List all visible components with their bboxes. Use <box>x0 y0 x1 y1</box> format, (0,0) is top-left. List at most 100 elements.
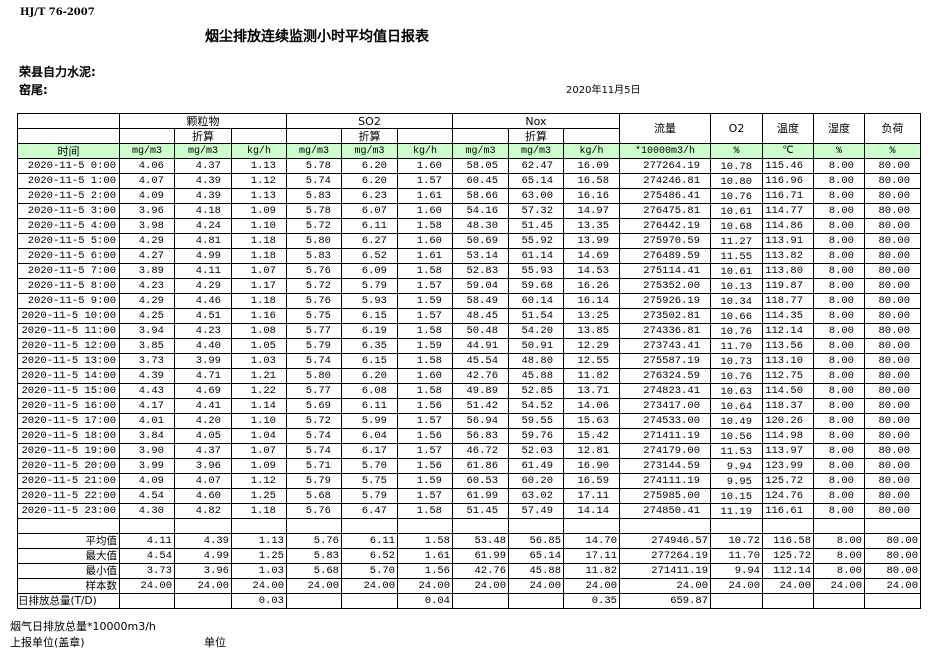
value-cell: 80.00 <box>864 293 921 309</box>
value-cell: 276442.19 <box>619 218 711 234</box>
value-cell: 276324.59 <box>619 368 711 384</box>
value-cell: 6.17 <box>341 443 398 459</box>
summary-value: 5.83 <box>286 548 342 564</box>
value-cell: 1.04 <box>231 428 287 444</box>
value-cell: 80.00 <box>864 398 921 414</box>
summary-value: 42.76 <box>452 563 509 579</box>
summary-value <box>174 593 232 609</box>
value-cell: 11.55 <box>710 248 763 264</box>
summary-row: 最大值 4.54 4.99 1.25 5.83 6.52 1.61 61.99 65.14 17.… <box>17 548 921 564</box>
value-cell: 6.11 <box>341 218 398 234</box>
table-row: 2020-11-5 12:00 3.85 4.40 1.05 5.79 6.35 1.59 4… <box>17 338 921 354</box>
value-cell: 1.16 <box>231 308 287 324</box>
value-cell: 60.20 <box>508 473 564 489</box>
value-cell: 4.06 <box>119 158 175 174</box>
value-cell: 1.18 <box>231 248 287 264</box>
time-cell: 2020-11-5 9:00 <box>17 293 120 309</box>
value-cell: 52.03 <box>508 443 564 459</box>
summary-value: 24.00 <box>619 578 711 594</box>
value-cell: 80.00 <box>864 413 921 429</box>
kiln-label: 窑尾: <box>19 83 48 97</box>
summary-label: 最小值 <box>17 563 120 579</box>
value-cell: 8.00 <box>813 173 865 189</box>
empty-cell <box>813 518 865 534</box>
value-cell: 123.99 <box>762 458 814 474</box>
value-cell: 11.53 <box>710 443 763 459</box>
value-cell: 80.00 <box>864 323 921 339</box>
value-cell: 11.27 <box>710 233 763 249</box>
value-cell: 8.00 <box>813 353 865 369</box>
summary-value: 53.48 <box>452 533 509 549</box>
table-row: 2020-11-5 19:00 3.90 4.37 1.07 5.74 6.17 1.57 4… <box>17 443 921 459</box>
value-cell: 54.20 <box>508 323 564 339</box>
value-cell: 1.10 <box>231 413 287 429</box>
header-converted: 折算 <box>341 128 398 144</box>
header-flow: 流量 <box>619 113 711 144</box>
unit-cell: % <box>864 143 921 159</box>
value-cell: 61.49 <box>508 458 564 474</box>
unit-cell: kg/h <box>397 143 453 159</box>
summary-value: 274946.57 <box>619 533 711 549</box>
value-cell: 57.49 <box>508 503 564 519</box>
standard-code: HJ/T 76-2007 <box>20 7 95 18</box>
value-cell: 5.75 <box>286 308 342 324</box>
value-cell: 46.72 <box>452 443 509 459</box>
units-row: 时间 mg/m3 mg/m3 kg/h mg/m3 mg/m3 kg/h mg/m3 mg/m3… <box>17 143 921 159</box>
value-cell: 1.09 <box>231 203 287 219</box>
time-cell: 2020-11-5 15:00 <box>17 383 120 399</box>
value-cell: 9.95 <box>710 473 763 489</box>
value-cell: 5.76 <box>286 503 342 519</box>
value-cell: 4.27 <box>119 248 175 264</box>
summary-value: 659.87 <box>619 593 711 609</box>
value-cell: 5.83 <box>286 248 342 264</box>
empty-cell <box>341 518 398 534</box>
value-cell: 276489.59 <box>619 248 711 264</box>
unit-cell: mg/m3 <box>174 143 232 159</box>
value-cell: 63.00 <box>508 188 564 204</box>
empty-cell <box>286 518 342 534</box>
value-cell: 17.11 <box>563 488 620 504</box>
value-cell: 8.00 <box>813 233 865 249</box>
value-cell: 80.00 <box>864 188 921 204</box>
summary-value: 10.72 <box>710 533 763 549</box>
value-cell: 10.49 <box>710 413 763 429</box>
value-cell: 1.58 <box>397 218 453 234</box>
value-cell: 3.89 <box>119 263 175 279</box>
table-row: 2020-11-5 11:00 3.94 4.23 1.08 5.77 6.19 1.58 5… <box>17 323 921 339</box>
report-date: 2020年11月5日 <box>566 85 641 96</box>
value-cell: 3.99 <box>119 458 175 474</box>
value-cell: 3.85 <box>119 338 175 354</box>
value-cell: 5.74 <box>286 173 342 189</box>
value-cell: 6.20 <box>341 173 398 189</box>
table-row: 2020-11-5 2:00 4.09 4.39 1.13 5.83 6.23 1.61 58… <box>17 188 921 204</box>
value-cell: 1.57 <box>397 308 453 324</box>
empty-cell <box>508 518 564 534</box>
header-particulate: 颗粒物 <box>119 113 287 129</box>
value-cell: 14.97 <box>563 203 620 219</box>
summary-label: 平均值 <box>17 533 120 549</box>
unit-cell: mg/m3 <box>286 143 342 159</box>
value-cell: 6.11 <box>341 398 398 414</box>
value-cell: 8.00 <box>813 398 865 414</box>
summary-value <box>813 593 865 609</box>
summary-value: 56.85 <box>508 533 564 549</box>
value-cell: 4.29 <box>119 233 175 249</box>
value-cell: 52.83 <box>452 263 509 279</box>
summary-value: 1.03 <box>231 563 287 579</box>
value-cell: 273144.59 <box>619 458 711 474</box>
table-row: 2020-11-5 7:00 3.89 4.11 1.07 5.76 6.09 1.58 52… <box>17 263 921 279</box>
value-cell: 50.48 <box>452 323 509 339</box>
value-cell: 80.00 <box>864 203 921 219</box>
value-cell: 274823.41 <box>619 383 711 399</box>
summary-value: 6.11 <box>341 533 398 549</box>
summary-value: 24.00 <box>508 578 564 594</box>
unit-cell: kg/h <box>231 143 287 159</box>
value-cell: 116.71 <box>762 188 814 204</box>
value-cell: 6.52 <box>341 248 398 264</box>
table-row: 2020-11-5 17:00 4.01 4.20 1.10 5.72 5.99 1.57 5… <box>17 413 921 429</box>
summary-value: 11.70 <box>710 548 763 564</box>
value-cell: 80.00 <box>864 458 921 474</box>
value-cell: 8.00 <box>813 188 865 204</box>
value-cell: 80.00 <box>864 428 921 444</box>
value-cell: 5.79 <box>341 488 398 504</box>
